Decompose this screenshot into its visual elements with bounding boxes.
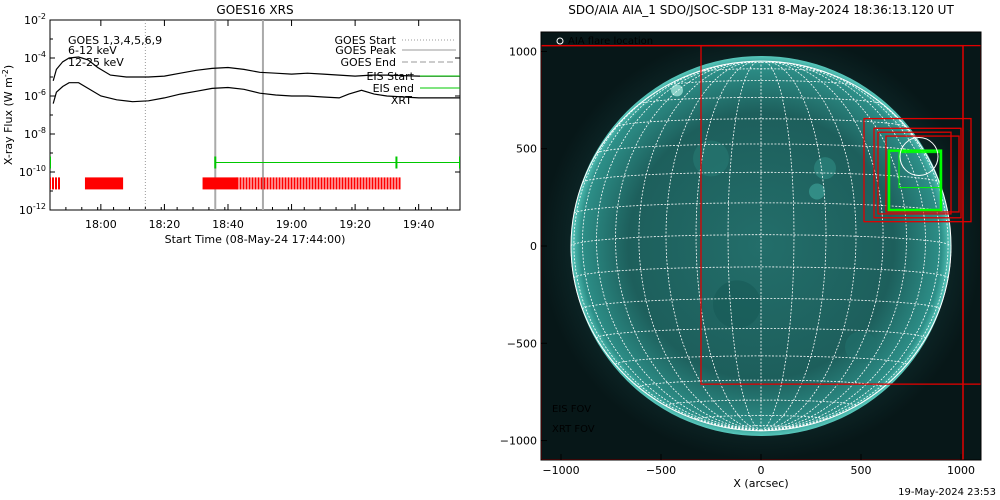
x-tick-label: 18:20 (149, 218, 181, 231)
y-tick-label: 0 (530, 240, 537, 253)
y-tick-label: 1000 (509, 45, 537, 58)
aia-x-axis-label: X (arcsec) (733, 477, 788, 490)
eis-fov-box (887, 149, 943, 212)
solar-active-region (693, 140, 729, 177)
x-tick-label: 18:40 (212, 218, 244, 231)
aia-chart-title: SDO/AIA AIA_1 SDO/JSOC-SDP 131 8-May-202… (568, 3, 954, 17)
x-tick-label: 19:40 (403, 218, 435, 231)
solar-active-region (814, 157, 836, 180)
xrt-fov-box (863, 117, 972, 223)
goes-lightcurve-panel: GOES16 XRS 10-2 10-4 10-6 10-8 10-10 10-12 18… (1, 3, 461, 246)
grid-line (727, 425, 795, 428)
goes-chart-title: GOES16 XRS (216, 3, 293, 17)
flare-location-circle (899, 137, 939, 177)
legend-goes-end: GOES End (340, 56, 396, 69)
x-tick-label: 500 (851, 464, 872, 477)
legend-eis-start: EIS Start (366, 70, 414, 83)
xrt-exposure-block (202, 177, 238, 190)
x-tick-label: 19:00 (276, 218, 308, 231)
y-tick-label: 10-12 (19, 202, 46, 217)
flare-legend-icon (556, 37, 564, 45)
legend-12-25kev: 12-25 keV (68, 56, 124, 69)
grid-line (582, 64, 762, 431)
x-tick-label: 19:20 (339, 218, 371, 231)
goes-y-axis: 10-2 10-4 10-6 10-8 10-10 10-12 (19, 12, 460, 217)
x-tick-label: 0 (758, 464, 765, 477)
solar-disk (571, 56, 951, 436)
grid-line (697, 68, 825, 73)
legend-goes-peak: GOES Peak (335, 44, 396, 57)
grid-line (615, 118, 907, 128)
aia-x-axis: −1000 −500 0 500 1000 (542, 454, 975, 477)
y-tick-label: 10-2 (24, 12, 46, 27)
goes-event-legend: GOES Start GOES Peak GOES End EIS Start … (335, 34, 460, 107)
goes-x-axis: 18:00 18:20 18:40 19:00 19:20 19:40 (49, 20, 448, 231)
solar-active-region (809, 183, 825, 200)
y-tick-label: 10-4 (24, 50, 46, 65)
legend-eis-end: EIS end (373, 82, 414, 95)
y-tick-label: −500 (507, 337, 537, 350)
goes-flux-series (52, 56, 460, 104)
xrt-exposure-block (84, 177, 124, 190)
flux-series-line (52, 82, 460, 104)
y-tick-label: 10-6 (24, 88, 46, 103)
solar-features (671, 84, 877, 364)
grid-line (760, 61, 884, 431)
flux-series-line (52, 56, 460, 81)
goes-channels-label: GOES 1,3,4,5,6,9 (68, 34, 162, 47)
grid-line (573, 266, 949, 279)
grid-line (596, 62, 762, 431)
legend-goes-start: GOES Start (335, 34, 397, 47)
grid-line (582, 298, 940, 310)
goes-x-axis-label: Start Time (08-May-24 17:44:00) (165, 233, 346, 246)
grid-line (760, 61, 827, 431)
solar-active-region (845, 331, 877, 364)
aia-image-panel: SDO/AIA AIA_1 SDO/JSOC-SDP 131 8-May-202… (500, 3, 982, 490)
footer-timestamp: 19-May-2024 23:53 (898, 487, 996, 498)
xrt-fov-box (873, 127, 962, 219)
xrt-timeline (50, 177, 401, 190)
x-tick-label: 1000 (947, 464, 975, 477)
heliographic-grid (570, 60, 952, 432)
eis-fov-legend: EIS FOV (552, 404, 591, 415)
solar-active-region (713, 280, 761, 329)
legend-xrt: XRT (391, 94, 412, 107)
grid-line (760, 61, 857, 431)
grid-line (695, 61, 762, 431)
flare-legend-label: AIA flare location (568, 36, 653, 47)
goes-y-axis-label: X-ray Flux (W m-2) (1, 65, 15, 165)
x-tick-label: −1000 (542, 464, 579, 477)
y-tick-label: 10-10 (19, 164, 46, 179)
grid-line (573, 202, 949, 214)
grid-line (760, 62, 926, 431)
legend-6-12kev: 6-12 keV (68, 44, 117, 57)
y-tick-label: 10-8 (24, 126, 46, 141)
xrt-fov-box (700, 44, 981, 385)
x-tick-label: 18:00 (85, 218, 117, 231)
y-tick-label: 500 (516, 143, 537, 156)
aia-y-axis: −1000 −500 0 500 1000 (500, 45, 547, 448)
xrt-fov-legend: XRT FOV (552, 424, 595, 435)
solar-limb (570, 60, 952, 432)
grid-line (582, 171, 940, 183)
x-tick-label: −500 (646, 464, 676, 477)
grid-line (596, 328, 926, 339)
eis-fov-boxes (887, 149, 943, 212)
xrt-fov-box (885, 135, 960, 213)
grid-line (760, 64, 940, 431)
grid-line (665, 399, 857, 406)
eis-fov-box (898, 152, 941, 189)
grid-line (596, 143, 926, 154)
eis-timeline (50, 156, 460, 169)
grid-line (665, 61, 762, 431)
xrt-fov-box (877, 131, 952, 215)
grid-line (638, 61, 762, 431)
y-tick-label: −1000 (500, 435, 537, 448)
